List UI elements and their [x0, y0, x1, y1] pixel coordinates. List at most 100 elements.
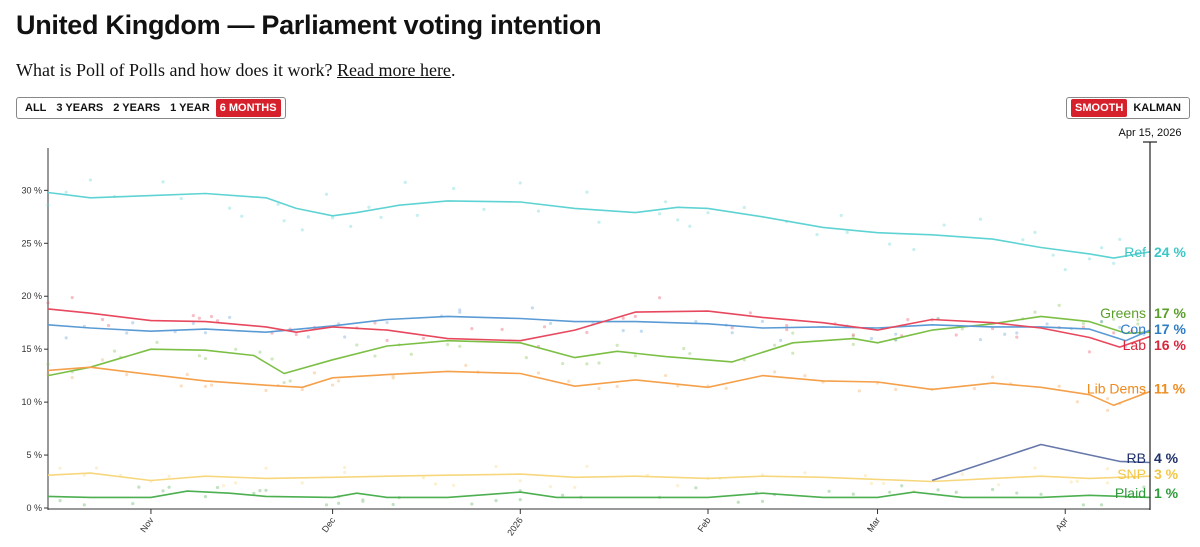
series-label-rb: RB	[1127, 450, 1146, 466]
poll-dot	[330, 383, 335, 387]
poll-dot	[772, 343, 777, 347]
poll-dot	[131, 501, 135, 506]
poll-dot	[724, 386, 728, 390]
poll-dot	[446, 342, 450, 347]
poll-dot	[730, 331, 734, 335]
series-line-lab	[47, 308, 1151, 348]
poll-dot	[324, 503, 329, 507]
poll-dot	[1015, 335, 1019, 339]
subtitle-end: .	[450, 60, 456, 80]
poll-dot	[1112, 261, 1116, 265]
poll-dot	[1124, 345, 1128, 349]
range-2-years-button[interactable]: 2 YEARS	[113, 102, 161, 114]
poll-dot	[367, 205, 371, 209]
subtitle: What is Poll of Polls and how does it wo…	[16, 60, 455, 81]
x-tick-label: Apr	[1054, 515, 1070, 532]
poll-dot	[803, 471, 807, 475]
poll-dot	[179, 384, 183, 388]
poll-dot	[1106, 467, 1110, 471]
poll-dot	[1136, 322, 1140, 326]
poll-dot	[621, 329, 625, 333]
poll-dot	[197, 354, 201, 358]
series-value-ref: 24 %	[1154, 244, 1186, 260]
poll-dot	[421, 336, 426, 340]
poll-dot	[264, 388, 268, 393]
poll-dot	[1099, 503, 1104, 507]
poll-dot	[748, 311, 752, 315]
poll-dot	[215, 319, 220, 323]
poll-dot	[361, 499, 365, 503]
poll-dot	[343, 465, 347, 470]
poll-dot	[258, 350, 262, 354]
poll-dot	[730, 326, 734, 330]
poll-dot	[706, 211, 710, 215]
poll-dot	[167, 485, 171, 489]
poll-dot	[990, 375, 995, 379]
poll-dot	[197, 316, 201, 320]
poll-dot	[234, 481, 238, 485]
series-line-snp	[47, 472, 1151, 483]
poll-dot	[161, 180, 165, 184]
poll-dot	[657, 296, 662, 300]
smooth-button[interactable]: SMOOTH	[1071, 99, 1128, 117]
poll-dot	[46, 301, 50, 305]
poll-dot	[633, 354, 637, 358]
poll-dot	[1081, 321, 1085, 326]
poll-dot	[276, 202, 280, 206]
poll-dot	[851, 492, 855, 496]
poll-dot	[458, 310, 462, 314]
x-tick-label: Feb	[696, 515, 713, 533]
poll-dot	[1033, 310, 1037, 314]
poll-dot	[258, 488, 262, 493]
read-more-link[interactable]: Read more here	[336, 60, 451, 80]
poll-dot	[978, 337, 983, 342]
poll-dot	[772, 370, 777, 374]
poll-dot	[803, 374, 807, 378]
poll-dot	[960, 327, 964, 331]
poll-dots-plaid	[58, 484, 1146, 507]
poll-dot	[851, 333, 855, 337]
poll-dot	[682, 347, 686, 351]
poll-dot	[391, 502, 395, 507]
poll-dot	[894, 387, 898, 392]
series-label-lab: Lab	[1123, 337, 1147, 353]
poll-dot	[990, 487, 995, 492]
poll-dot	[306, 335, 310, 339]
poll-dot	[209, 383, 214, 387]
poll-dot	[839, 213, 843, 218]
series-line-plaid	[47, 490, 1151, 499]
poll-dot	[458, 308, 462, 312]
poll-dot	[676, 483, 680, 488]
poll-dot	[912, 247, 916, 252]
range-all-button[interactable]: ALL	[25, 102, 47, 114]
range-6-months-button[interactable]: 6 MONTHS	[215, 99, 281, 117]
poll-dot	[688, 224, 692, 228]
poll-dot	[936, 488, 940, 492]
series-value-con: 17 %	[1154, 321, 1186, 337]
poll-dot	[209, 314, 214, 319]
poll-dot	[58, 466, 62, 470]
poll-dot	[191, 313, 195, 318]
poll-dot	[221, 484, 226, 488]
range-1-year-button[interactable]: 1 YEAR	[170, 102, 210, 114]
poll-dot	[1106, 408, 1110, 412]
poll-dot	[1136, 318, 1140, 322]
poll-dot	[300, 481, 304, 485]
poll-dot	[470, 502, 474, 506]
series-line-rb	[931, 443, 1151, 482]
poll-dot	[561, 361, 565, 366]
poll-dot	[64, 336, 68, 340]
poll-dot	[827, 489, 831, 493]
poll-dot	[633, 314, 637, 319]
kalman-button[interactable]: KALMAN	[1133, 102, 1181, 114]
poll-dot	[391, 376, 395, 380]
series-label-ref: Ref	[1124, 244, 1146, 260]
poll-dot	[888, 242, 892, 246]
poll-dot	[585, 190, 589, 194]
poll-dots-ref	[46, 178, 1122, 272]
page-title: United Kingdom — Parliament voting inten…	[16, 10, 602, 40]
poll-dot	[494, 499, 498, 503]
range-3-years-button[interactable]: 3 YEARS	[56, 102, 104, 114]
poll-dot	[857, 389, 861, 393]
poll-dot	[391, 374, 395, 378]
